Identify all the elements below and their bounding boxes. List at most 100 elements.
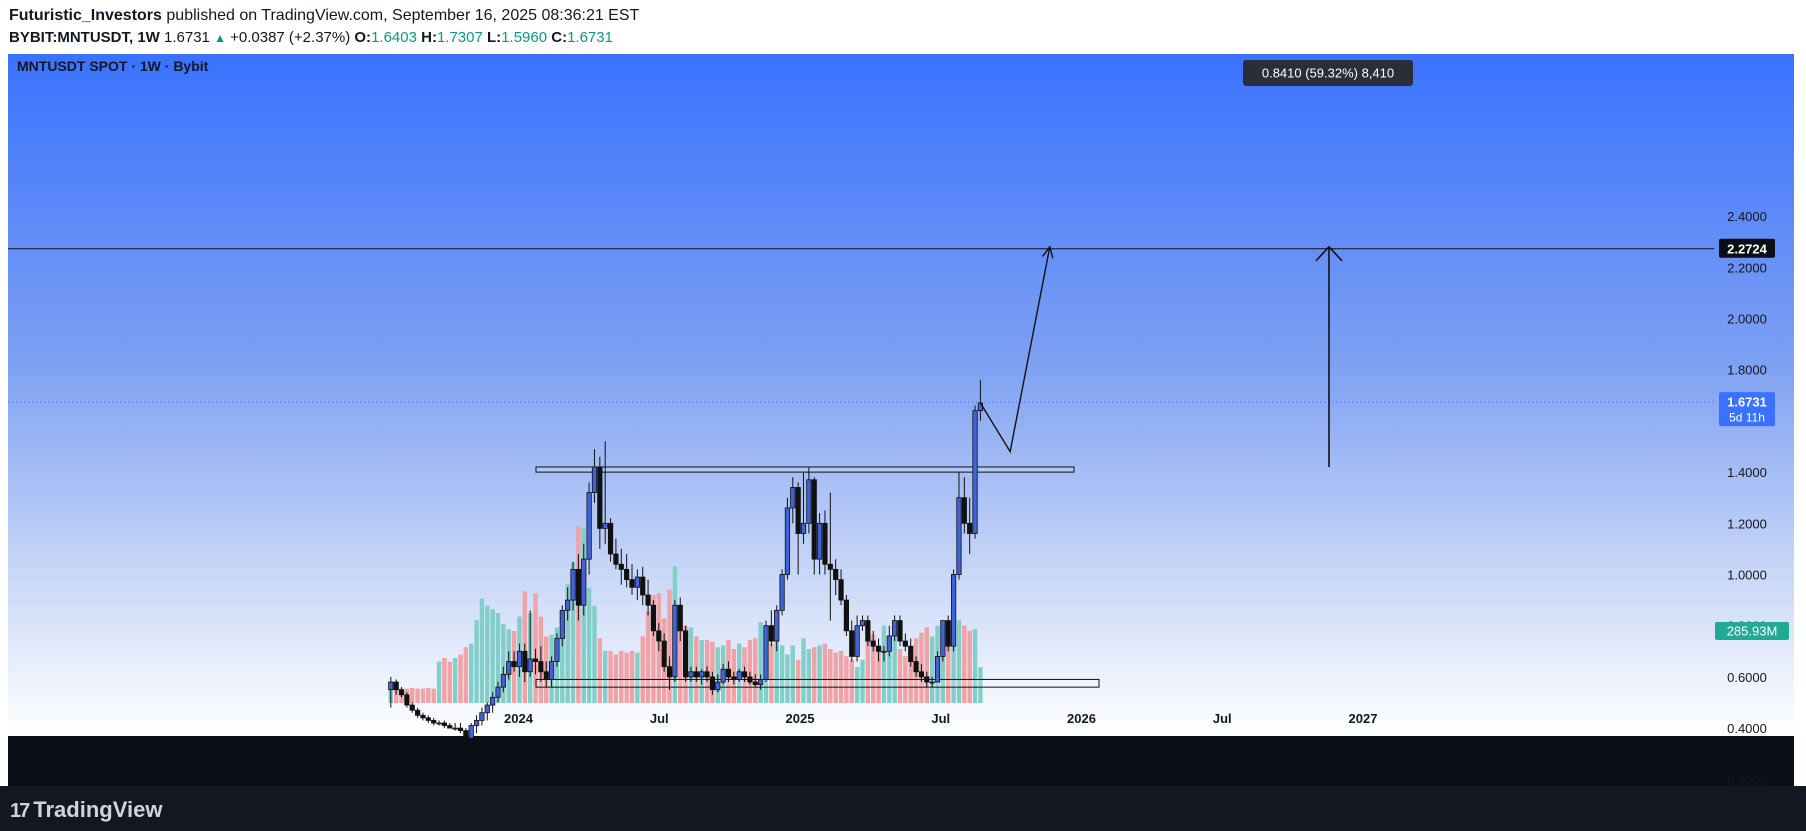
volume-bar — [452, 658, 458, 703]
volume-bar — [871, 634, 876, 703]
price-change: +0.0387 (+2.37%) — [230, 29, 351, 46]
candle-body — [800, 522, 807, 534]
tradingview-logo[interactable]: 17 TradingView — [10, 797, 162, 823]
time-axis[interactable]: 2024 Jul 2025 Jul 2026 Jul 2027 — [504, 711, 1377, 726]
candle-body — [404, 694, 410, 706]
time-tick-label: 2024 — [504, 711, 534, 726]
volume-bar — [790, 645, 795, 703]
candle-body — [538, 661, 544, 673]
candle-body — [725, 668, 732, 678]
candle-body — [833, 568, 839, 581]
published-text: published on TradingView.com, September … — [166, 7, 640, 24]
candle-body — [613, 553, 619, 565]
high-value: 1.7307 — [436, 29, 483, 46]
candle-body — [506, 661, 512, 675]
tradingview-logo-text: TradingView — [33, 797, 163, 822]
candle-body — [768, 625, 774, 642]
measure-label[interactable]: 0.8410 (59.32%) 8,410 — [1243, 60, 1413, 86]
candle-body — [398, 689, 405, 696]
volume-bar — [774, 632, 779, 703]
candle-body — [881, 650, 887, 653]
candle-body — [624, 568, 630, 581]
candle-body — [699, 671, 705, 678]
volume-bar — [570, 562, 576, 703]
candle-body — [945, 620, 951, 647]
price-tick-label: 1.4000 — [1727, 465, 1767, 480]
volume-bar — [415, 688, 420, 703]
volume-bar — [785, 654, 790, 703]
volume-bar — [458, 654, 463, 703]
candle-body — [741, 671, 748, 678]
volume-bar — [629, 650, 635, 703]
candle-body — [763, 625, 769, 680]
candle-body — [549, 661, 555, 680]
open-value: 1.6403 — [371, 29, 417, 46]
volume-bar — [897, 649, 903, 703]
volume-bar — [565, 584, 570, 703]
candle-body — [543, 671, 549, 680]
candle-body — [902, 640, 908, 647]
symbol-name[interactable]: BYBIT:MNTUSDT, 1W — [9, 29, 160, 46]
volume-bar — [586, 587, 592, 703]
chart-title: MNTUSDT SPOT · 1W · Bybit — [17, 58, 209, 74]
candle-body — [961, 497, 967, 524]
volume-bar — [431, 688, 436, 703]
candle-body — [463, 730, 469, 739]
candle-body — [645, 594, 651, 606]
author-name[interactable]: Futuristic_Investors — [9, 7, 162, 24]
candle-body — [511, 661, 517, 668]
support-zone — [535, 678, 1100, 688]
volume-bar — [624, 652, 629, 703]
target-price-label: 2.2724 — [1727, 241, 1768, 256]
drawings[interactable] — [8, 245, 1714, 467]
price-tick-label: 0.2000 — [1727, 772, 1767, 786]
volume-bar — [801, 638, 806, 703]
candle-body — [688, 671, 694, 678]
price-tick-label: 2.4000 — [1727, 209, 1767, 224]
low-label: L: — [487, 29, 502, 46]
volume-bar — [753, 638, 758, 703]
candle-body — [854, 625, 860, 657]
candle-body — [822, 522, 828, 565]
price-tick-label: 1.0000 — [1727, 568, 1767, 583]
candle-body — [554, 638, 560, 662]
price-tick-label: 0.6000 — [1727, 670, 1767, 685]
candle-body — [752, 681, 758, 685]
candle-body — [758, 679, 764, 685]
candle-body — [479, 712, 485, 721]
candle-body — [779, 574, 785, 611]
candle-body — [532, 658, 539, 662]
candle-body — [918, 671, 925, 678]
candle-body — [581, 558, 587, 606]
chart-canvas[interactable]: 0.20000.40000.60000.80001.00001.20001.40… — [8, 54, 1794, 786]
candle-body — [516, 650, 523, 668]
projection-arrowhead — [1042, 245, 1054, 259]
candle-body — [886, 635, 892, 652]
volume-bar — [860, 659, 865, 703]
candle-body — [790, 487, 796, 509]
candle-body — [425, 717, 431, 721]
volume-bar — [640, 636, 645, 703]
candle-body — [827, 563, 833, 570]
candle-body — [731, 676, 737, 680]
volume-bar — [758, 622, 763, 703]
candle-body — [795, 487, 801, 534]
volume-badge — [1715, 622, 1789, 640]
candle-body — [527, 658, 533, 673]
price-labels: 2.2724 1.6731 5d 11h 285.93M — [1715, 238, 1789, 640]
candle-body — [565, 599, 571, 611]
volume-bar — [533, 593, 538, 703]
volume-bar — [667, 589, 672, 703]
candle-body — [650, 604, 657, 632]
volume-bar — [463, 647, 469, 703]
candle-body — [586, 492, 592, 560]
volume-bar — [581, 528, 586, 703]
volume-bar — [474, 620, 479, 703]
candle-body — [892, 620, 898, 637]
volume-bar — [490, 609, 495, 703]
candle-body — [500, 673, 506, 688]
price-axis[interactable]: 0.20000.40000.60000.80001.00001.20001.40… — [1727, 209, 1767, 786]
volume-bar — [967, 631, 972, 703]
volume-bar — [635, 652, 640, 703]
candle-body — [452, 727, 458, 730]
